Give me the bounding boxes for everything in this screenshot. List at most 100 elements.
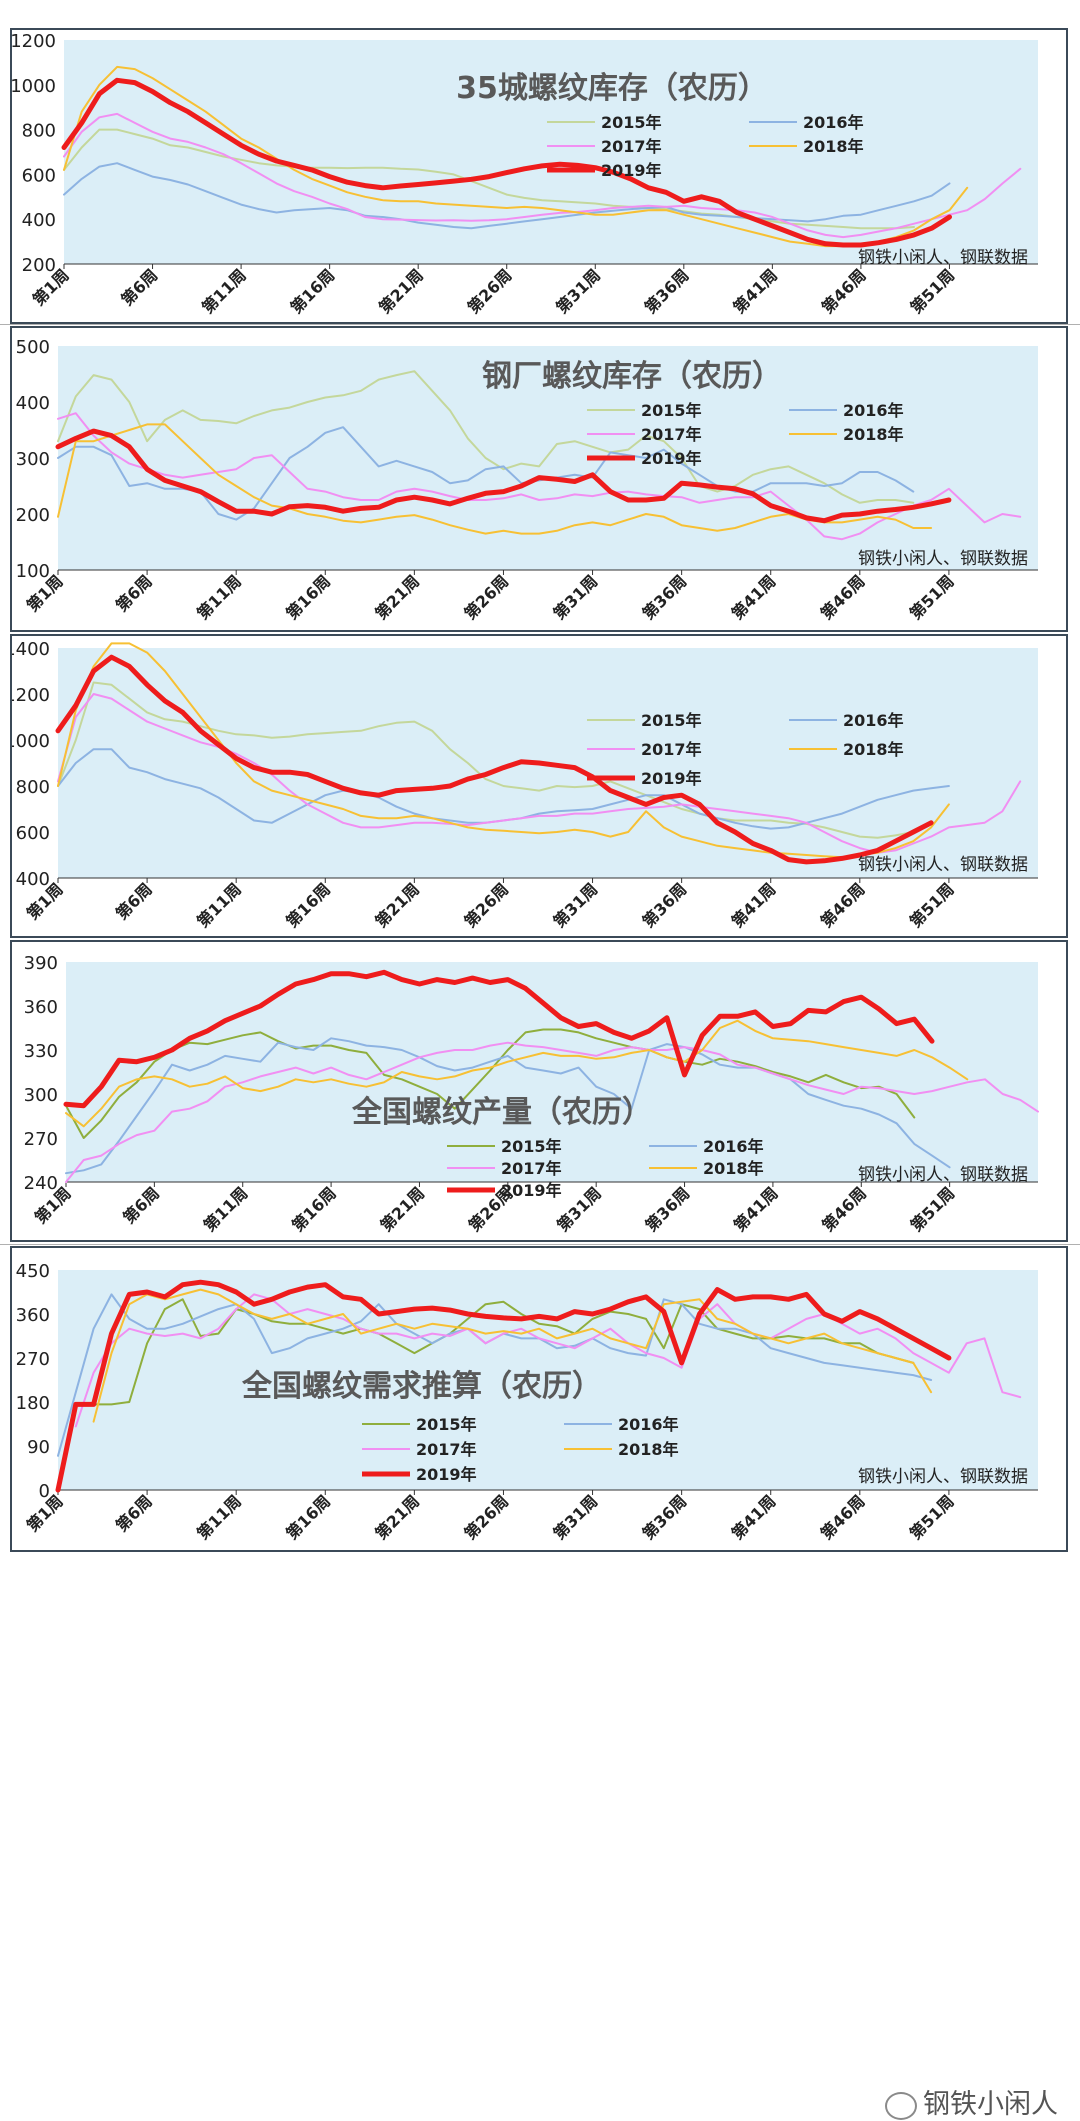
x-tick-label: 第11周 <box>193 1491 245 1543</box>
chart-panel-5: 0 90 180 270 360 450 第1周 第6周 第11周 第16周 第21周 第26周 第31… <box>10 1246 1068 1552</box>
y-tick-label: 270 <box>16 1349 50 1370</box>
series-line-2015年 <box>63 128 915 230</box>
x-tick-label: 第6周 <box>117 265 161 309</box>
x-tick-label: 第36周 <box>639 571 691 623</box>
y-tick-label: 270 <box>24 1129 58 1150</box>
x-tick-label: 第6周 <box>112 879 156 923</box>
y-tick-label: 200 <box>22 255 56 276</box>
series-line-2019年 <box>55 1279 952 1493</box>
x-tick-label: 第41周 <box>728 571 780 623</box>
y-tick-label: 400 <box>16 393 50 414</box>
series-line-2018年 <box>63 65 969 248</box>
legend-label: 2019年 <box>601 161 662 180</box>
y-tick-label: 0 <box>39 1481 50 1502</box>
series-line-2016年 <box>65 1037 951 1175</box>
x-tick-label: 第16周 <box>288 1183 340 1235</box>
legend-label: 2016年 <box>843 401 904 420</box>
y-tick-label: 800 <box>22 121 56 142</box>
legend-label: 2018年 <box>618 1440 679 1459</box>
wechat-icon <box>885 2091 917 2120</box>
y-tick-label: 300 <box>16 449 50 470</box>
legend-label: 2016年 <box>803 113 864 132</box>
legend-label: 2019年 <box>416 1465 477 1484</box>
x-tick-label: 第6周 <box>112 571 156 615</box>
x-tick-label: 第51周 <box>906 1491 958 1543</box>
chart-title: 全国螺纹产量（农历） <box>351 1095 652 1130</box>
x-tick-label: 第11周 <box>193 879 245 931</box>
x-tick-label: 第46周 <box>817 1491 869 1543</box>
source-note: 钢铁小闲人、钢联数据 <box>858 855 1028 875</box>
series-line-2018年 <box>92 1288 933 1423</box>
x-tick-label: 第46周 <box>817 571 869 623</box>
legend-label: 2017年 <box>416 1440 477 1459</box>
y-tick-label: 1200 <box>12 31 56 52</box>
x-tick-label: 第26周 <box>460 571 512 623</box>
x-tick-label: 第51周 <box>906 571 958 623</box>
x-tick-label: 第36周 <box>639 879 691 931</box>
x-tick-label: 第46周 <box>818 1183 870 1235</box>
series-line-2015年 <box>92 1298 915 1406</box>
legend-label: 2017年 <box>641 425 702 444</box>
separator <box>0 1244 1080 1245</box>
legend-label: 2018年 <box>843 740 904 759</box>
chart-panel-4: 240 270 300 330 360 390 第1周 第6周 第11周 第16周 第21周 第26周… <box>10 940 1068 1242</box>
x-tick-label: 第51周 <box>906 265 958 317</box>
x-tick-label: 第31周 <box>550 879 602 931</box>
x-tick-label: 第46周 <box>817 879 869 931</box>
chart-panel-1: 200 400 600 800 1000 1200 第1周 第6周 第11周 第16周 第21周 第2… <box>10 28 1068 324</box>
legend-label: 2015年 <box>641 711 702 730</box>
y-tick-label: 240 <box>24 1173 58 1194</box>
series-line-2019年 <box>55 428 952 524</box>
y-tick-label: 180 <box>16 1393 50 1414</box>
series-line-2019年 <box>61 77 952 248</box>
x-tick-label: 第11周 <box>200 1183 252 1235</box>
x-tick-label: 第41周 <box>728 879 780 931</box>
plot-area <box>64 40 1038 264</box>
x-tick-label: 第31周 <box>550 1491 602 1543</box>
x-tick-label: 第21周 <box>371 879 423 931</box>
x-tick-label: 第36周 <box>639 1491 691 1543</box>
x-tick-label: 第6周 <box>119 1183 163 1227</box>
y-tick-label: 330 <box>24 1041 58 1062</box>
watermark-text: 钢铁小闲人 <box>923 2089 1058 2120</box>
legend-label: 2018年 <box>843 425 904 444</box>
series-line-2015年 <box>57 370 915 504</box>
x-tick-label: 第21周 <box>371 1491 423 1543</box>
chart-panel-3: 400600800100012001400第1周第6周第11周第16周第21周第… <box>10 634 1068 938</box>
y-tick-label: 360 <box>16 1305 50 1326</box>
y-tick-label: 390 <box>24 953 58 974</box>
series-line-2017年 <box>57 412 1022 541</box>
series-line-2017年 <box>74 1293 1022 1428</box>
y-tick-label: 1400 <box>12 639 50 660</box>
separator <box>0 324 1080 325</box>
legend-label: 2019年 <box>641 449 702 468</box>
x-tick-label: 第16周 <box>282 571 334 623</box>
series-line-2019年 <box>63 969 935 1109</box>
series-line-2018年 <box>57 642 950 859</box>
y-tick-label: 400 <box>16 869 50 890</box>
source-note: 钢铁小闲人、钢联数据 <box>858 1467 1028 1487</box>
x-tick-label: 第46周 <box>818 265 870 317</box>
x-tick-label: 第36周 <box>642 1183 694 1235</box>
x-tick-label: 第41周 <box>728 1491 780 1543</box>
x-tick-label: 第21周 <box>375 265 427 317</box>
watermark: 钢铁小闲人 <box>885 2082 1058 2121</box>
series-line-2017年 <box>65 1041 1039 1183</box>
x-tick-label: 第16周 <box>282 879 334 931</box>
x-tick-label: 第51周 <box>907 1183 959 1235</box>
legend-label: 2017年 <box>501 1159 562 1178</box>
chart-title: 全国螺纹需求推算（农历） <box>241 1369 602 1404</box>
y-tick-label: 100 <box>16 561 50 582</box>
legend-label: 2015年 <box>601 113 662 132</box>
y-tick-label: 1000 <box>12 731 50 752</box>
y-tick-label: 300 <box>24 1085 58 1106</box>
series-line-2016年 <box>63 162 951 230</box>
chart-svg-3: 400600800100012001400第1周第6周第11周第16周第21周第… <box>12 639 1038 931</box>
legend-label: 2017年 <box>641 740 702 759</box>
x-tick-label: 第21周 <box>376 1183 428 1235</box>
legend-label: 2015年 <box>641 401 702 420</box>
series-line-2018年 <box>65 1019 969 1128</box>
